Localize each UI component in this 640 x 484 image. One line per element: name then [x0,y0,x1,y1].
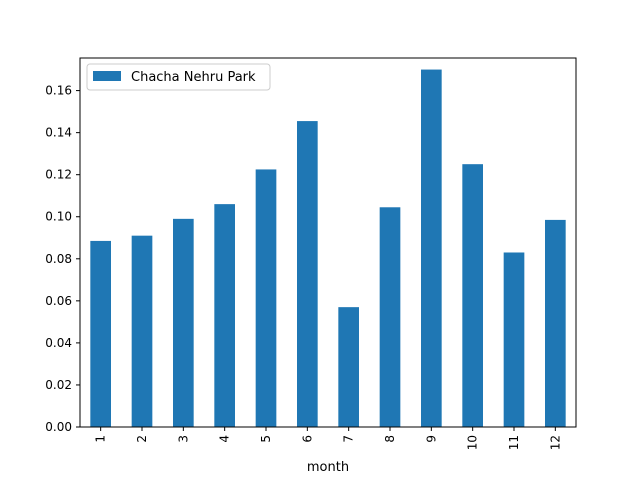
legend-label: Chacha Nehru Park [131,70,256,85]
x-tick-label: 3 [176,435,190,443]
y-tick-label: 0.02 [45,378,72,392]
y-tick-label: 0.14 [45,126,72,140]
bar-month-12 [545,219,566,427]
y-tick-label: 0.00 [45,420,72,434]
x-tick-label: 4 [218,435,232,443]
x-tick-label: 12 [548,435,562,450]
x-tick-label: 5 [259,435,273,443]
y-tick-label: 0.06 [45,294,72,308]
x-tick-label: 2 [135,435,149,443]
bar-month-1 [90,240,111,427]
x-tick-label: 10 [466,435,480,450]
y-tick-label: 0.12 [45,168,72,182]
x-tick-label: 8 [383,435,397,443]
x-tick-label: 7 [342,435,356,443]
bar-month-4 [214,204,235,427]
bar-month-10 [462,164,483,427]
legend: Chacha Nehru Park [86,63,271,91]
y-tick-label: 0.08 [45,252,72,266]
bar-month-6 [297,121,318,427]
bar-month-9 [421,69,442,427]
x-tick-label: 9 [424,435,438,443]
x-axis: 1 2 3 4 5 6 7 8 9 10 11 12 [94,427,562,450]
x-tick-label: 1 [94,435,108,443]
x-tick-label: 11 [507,435,521,450]
bar-month-5 [255,169,277,427]
x-tick-label: 6 [300,435,314,443]
bar-month-2 [131,235,153,427]
legend-box [86,63,271,91]
plot-frame [79,57,577,428]
bar-month-3 [173,218,194,427]
bar-month-11 [503,252,525,427]
x-axis-label: month [307,460,349,475]
y-tick-label: 0.10 [45,210,72,224]
y-tick-label: 0.16 [45,84,72,98]
bar-month-7 [338,307,359,427]
y-tick-label: 0.04 [45,336,72,350]
bars-group [90,69,566,427]
legend-swatch [93,71,121,81]
bar-month-8 [379,207,401,427]
y-axis: 0.00 0.02 0.04 0.06 0.08 0.10 0.12 0.14 0.16 [45,84,80,434]
